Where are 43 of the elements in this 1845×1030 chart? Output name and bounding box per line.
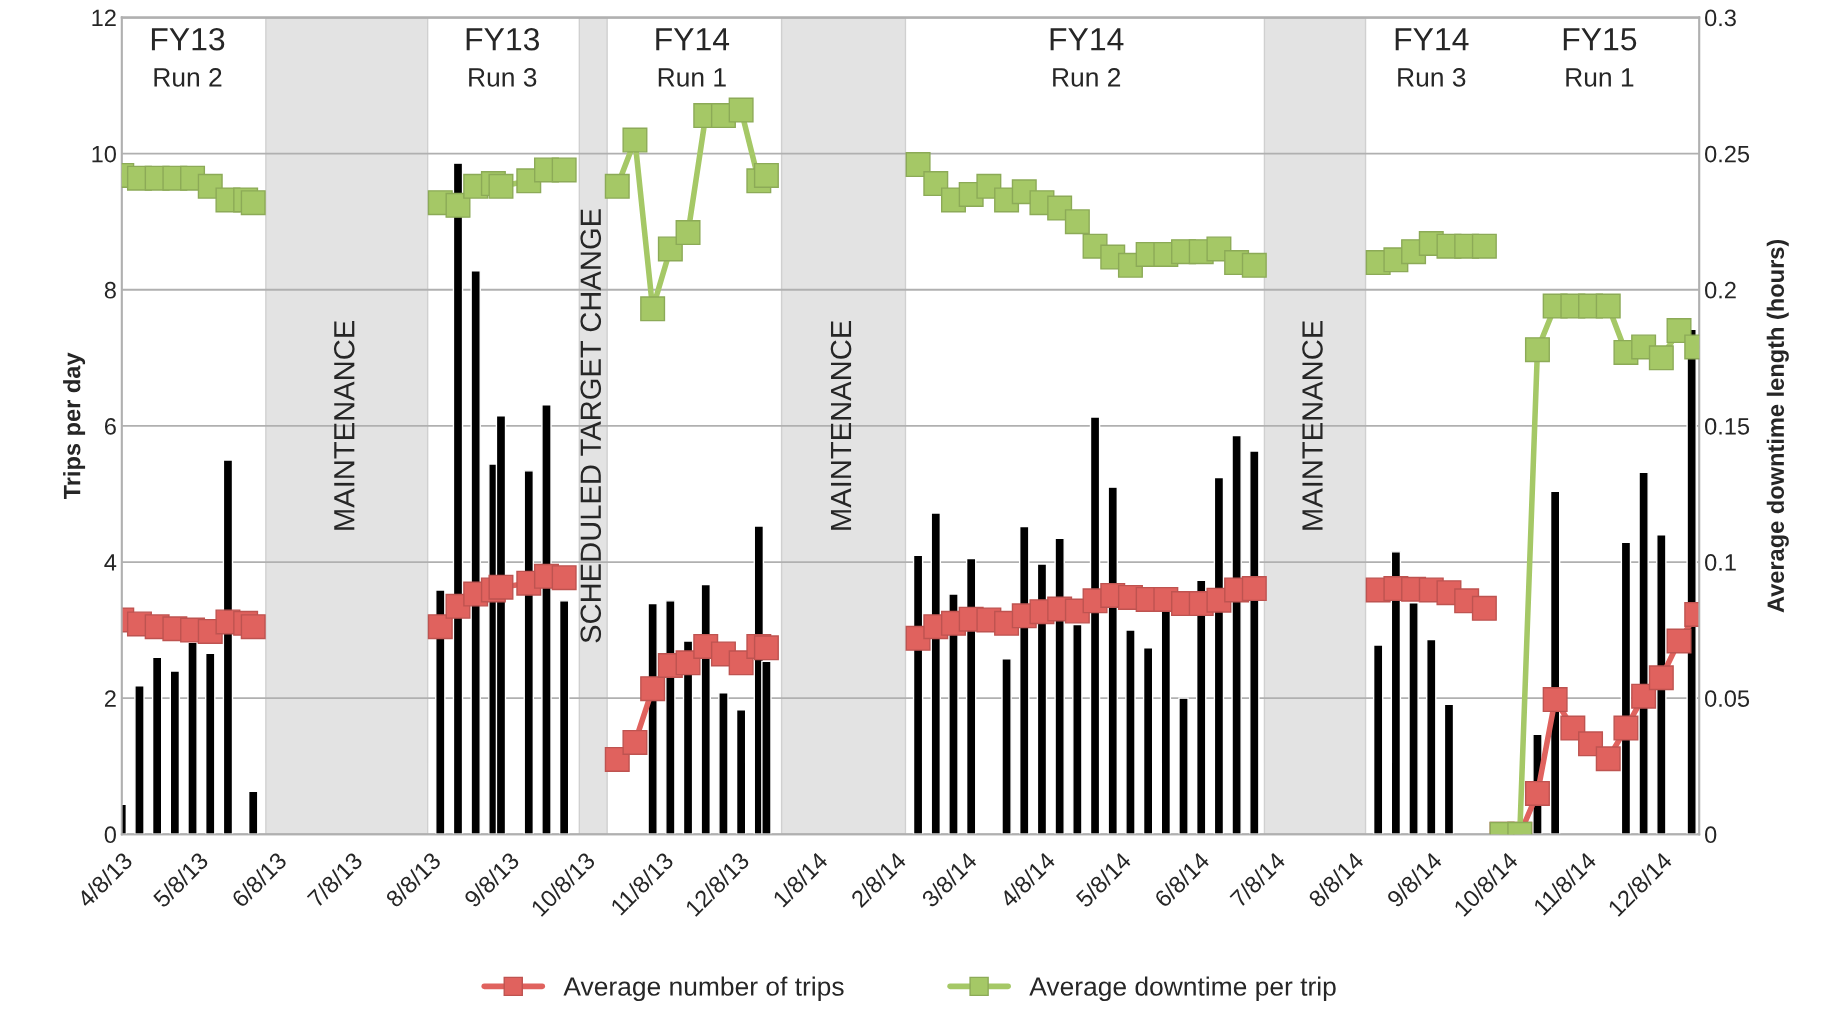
bar: [1372, 644, 1384, 835]
bar: [718, 692, 729, 835]
y-tick-label: 12: [92, 9, 116, 27]
bar: [735, 709, 747, 835]
annotation: FY13 Run 2: [151, 27, 225, 87]
bar: [1142, 647, 1154, 835]
annotation: FY14 Run 2: [1050, 28, 1124, 87]
y2-tick-label: 0: [1705, 826, 1717, 844]
y-tick-label: 10: [92, 145, 116, 163]
y2-tick-label: 0.3: [1705, 9, 1736, 27]
y2-tick-label: 0.05: [1705, 690, 1750, 707]
y2-tick-label: 0.15: [1705, 417, 1750, 435]
bar: [247, 790, 259, 835]
band-label: MAINTENANCE: [830, 321, 852, 530]
y-tick-label: 4: [104, 554, 117, 571]
y2-axis-title: Average downtime length (hours): [1766, 239, 1789, 613]
bar: [558, 600, 570, 835]
annotation: FY13 Run 3: [466, 27, 540, 87]
y-tick-label: 6: [104, 417, 116, 435]
bar: [1001, 657, 1012, 835]
y-tick-label: 8: [104, 281, 116, 299]
annotation: FY14 Run 3: [1395, 28, 1469, 87]
bar: [134, 685, 145, 835]
bar: [205, 652, 216, 835]
annotation: FY15 Run 1: [1563, 28, 1637, 87]
legend-label: Average downtime per trip: [1029, 976, 1336, 1002]
band-label: MAINTENANCE: [1302, 321, 1323, 530]
legend-label: Average number of trips: [563, 976, 844, 1002]
bar: [1443, 703, 1455, 835]
bar: [151, 656, 163, 835]
y-tick-label: 2: [104, 690, 116, 707]
bar: [1178, 697, 1189, 835]
bar: [1426, 638, 1437, 835]
band-label: MAINTENANCE: [333, 321, 355, 530]
y2-tick-label: 0.2: [1705, 281, 1736, 299]
bar: [169, 670, 181, 835]
bar: [1125, 629, 1136, 835]
y-axis-title: Trips per day: [63, 352, 86, 500]
y2-tick-label: 0.25: [1705, 145, 1750, 163]
band-label: SCHEDULED TARGET CHANGE: [580, 209, 602, 643]
y2-tick-label: 0.1: [1705, 554, 1736, 571]
y-tick-label: 0: [104, 826, 116, 844]
annotation: FY14 Run 1: [656, 28, 730, 87]
